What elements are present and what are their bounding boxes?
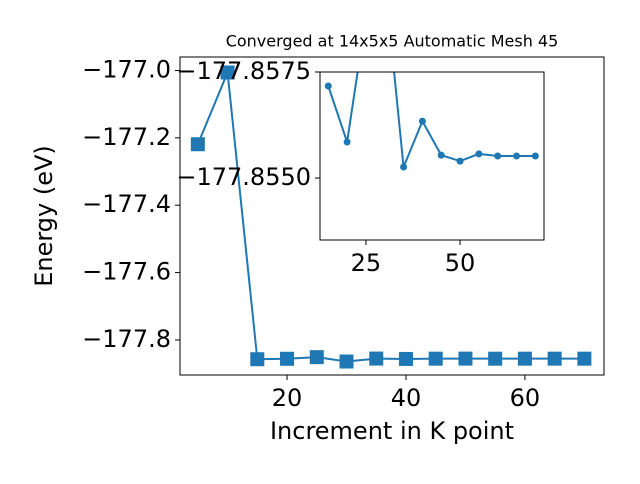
- data-point: [494, 152, 502, 160]
- data-point: [456, 157, 464, 165]
- data-point: [398, 351, 413, 366]
- x-tick-label: 25: [351, 249, 382, 277]
- x-axis-label: Increment in K point: [270, 417, 514, 445]
- y-tick-label: −177.8550: [176, 163, 311, 191]
- data-point: [343, 138, 351, 146]
- data-point: [458, 351, 473, 366]
- data-point: [547, 351, 562, 366]
- y-axis-label: Energy (eV): [30, 145, 58, 287]
- axes-frame: [319, 71, 545, 241]
- data-point: [190, 137, 205, 152]
- data-point: [517, 351, 532, 366]
- data-point: [309, 350, 324, 365]
- data-point: [513, 152, 521, 160]
- y-tick-label: −177.4: [82, 190, 171, 218]
- plot-layer: [324, 13, 539, 171]
- data-point: [339, 354, 354, 369]
- data-point: [324, 82, 332, 90]
- y-tick-label: −177.0: [82, 55, 171, 83]
- x-tick-label: 50: [445, 249, 476, 277]
- y-tick-label: −177.8575: [176, 57, 311, 85]
- x-tick-label: 60: [510, 384, 541, 412]
- data-point: [437, 151, 445, 159]
- data-point: [577, 351, 592, 366]
- data-point: [280, 351, 295, 366]
- x-tick-label: 20: [272, 384, 303, 412]
- y-tick-label: −177.6: [82, 258, 171, 286]
- data-point: [488, 351, 503, 366]
- data-point: [418, 117, 426, 125]
- data-point: [250, 352, 265, 367]
- data-point: [400, 163, 408, 171]
- data-point: [362, 13, 369, 20]
- plot-layer: [190, 65, 592, 369]
- data-point: [369, 351, 384, 366]
- data-point: [428, 351, 443, 366]
- axes-frame: [179, 56, 605, 376]
- x-tick-label: 40: [391, 384, 422, 412]
- data-point: [220, 65, 235, 80]
- y-tick-label: −177.2: [82, 123, 171, 151]
- data-point: [475, 150, 483, 158]
- y-tick-label: −177.8: [82, 325, 171, 353]
- data-point: [531, 152, 539, 160]
- chart-title: Converged at 14x5x5 Automatic Mesh 45: [226, 32, 559, 51]
